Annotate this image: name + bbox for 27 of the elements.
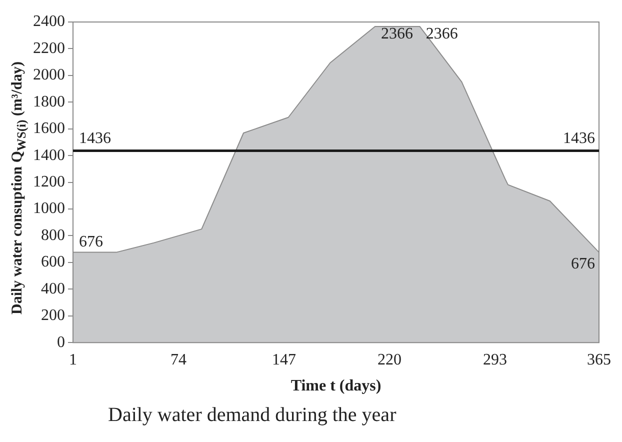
y-tick-label: 2200	[33, 40, 65, 57]
text: Daily water demand during the year	[108, 404, 396, 427]
y-tick-label: 1800	[33, 93, 65, 110]
y-tick-label: 1600	[33, 120, 65, 138]
y-tick-label: 800	[41, 226, 65, 244]
x-tick-label: 1	[69, 351, 77, 368]
text: 1436	[563, 130, 595, 147]
y-tick-label: 200	[41, 307, 65, 324]
y-tick-label: 1000	[33, 200, 65, 218]
ref-line-label: 1436	[79, 130, 111, 147]
x-axis-title: Time t (days)	[290, 378, 382, 395]
y-tick-label: 2000	[33, 66, 65, 84]
annotation: 2366	[381, 26, 414, 43]
x-tick-label: 220	[377, 351, 402, 368]
y-tick-label: 1200	[33, 174, 65, 191]
y-tick-label: 2400	[33, 13, 65, 30]
annotation: 2366	[426, 26, 458, 43]
x-tick-label: 293	[482, 351, 507, 368]
y-tick-label: 400	[41, 280, 65, 298]
y-tick-label: 0	[57, 334, 65, 351]
x-tick-label: 147	[272, 351, 296, 368]
annotation: 676	[571, 256, 595, 272]
x-tick-label: 74	[170, 351, 186, 368]
x-tick-label: 365	[587, 351, 611, 368]
y-tick-label: 600	[41, 254, 65, 271]
annotation: 676	[79, 234, 103, 250]
y-tick-label: 1400	[33, 146, 65, 164]
